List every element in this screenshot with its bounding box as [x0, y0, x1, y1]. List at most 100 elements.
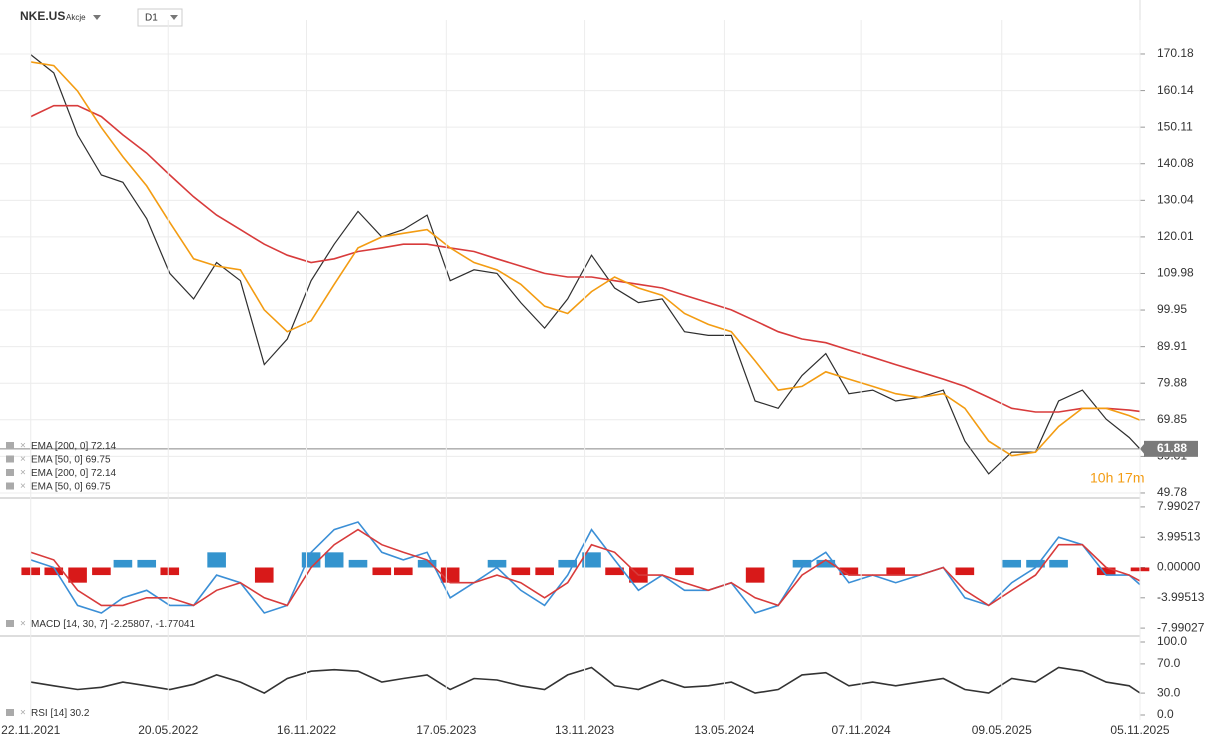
x-tick-label: 13.05.2024: [694, 723, 754, 737]
last-price-pointer: [1140, 442, 1145, 455]
histogram-bar: [440, 567, 460, 583]
x-tick-label: 07.11.2024: [832, 723, 891, 737]
x-tick-label: 16.11.2022: [277, 723, 336, 737]
x-tick-label: 20.05.2022: [138, 723, 198, 737]
y-tick-label: 150.11: [1157, 119, 1193, 133]
histogram-bar: [92, 567, 111, 576]
legend-entry: EMA [200, 0] 72.14: [31, 441, 117, 452]
histogram-bar: [605, 567, 624, 576]
symbol[interactable]: NKE.US: [20, 9, 65, 23]
series-line: [30, 528, 1141, 607]
legend-icon: [6, 442, 14, 449]
legend-close: ×: [20, 708, 26, 719]
histogram-bar: [44, 567, 64, 576]
dropdown-arrow[interactable]: [170, 15, 178, 20]
legend-icon: [6, 469, 14, 476]
histogram-bar: [816, 559, 836, 568]
legend-part: RSI [14]: [31, 708, 67, 719]
legend-entry: MACD [14, 30, 7] -2.25807, -1.77041: [31, 619, 195, 630]
x-tick-label: 05.11.2025: [1110, 723, 1169, 737]
legend-entry: EMA [50, 0] 69.75: [31, 481, 111, 492]
legend-part: EMA [200, 0]: [31, 441, 88, 452]
histogram-bar: [955, 567, 975, 576]
histogram-bar: [137, 559, 157, 568]
histogram-bar: [393, 567, 413, 576]
y-tick-label: 99.95: [1157, 302, 1187, 316]
last-price-box: [1144, 440, 1198, 457]
legend-entry: EMA [50, 0] 69.75: [31, 454, 111, 465]
legend-part: -1.77041: [156, 619, 196, 630]
y-tick-label: 130.04: [1157, 193, 1194, 207]
histogram-bar: [160, 567, 180, 576]
legend-part: -2.25807: [110, 619, 150, 630]
legend-icon: [6, 620, 14, 627]
y-tick-label: 0.0: [1157, 707, 1174, 721]
y-tick-label: 79.88: [1157, 375, 1187, 389]
histogram-bar: [1096, 567, 1116, 576]
x-tick-label: 13.11.2023: [555, 723, 614, 737]
series-line: [30, 666, 1141, 695]
interval[interactable]: D1: [145, 13, 158, 24]
histogram-bar: [1002, 559, 1022, 568]
y-tick-label: 89.91: [1157, 339, 1187, 353]
y-tick-label: 0.00000: [1157, 560, 1201, 574]
legend-icon: [6, 709, 14, 716]
histogram-bar: [511, 567, 531, 576]
histogram-bar: [535, 567, 554, 576]
countdown: 10h 17m: [1090, 470, 1144, 486]
y-tick-label: 3.99513: [1157, 529, 1201, 543]
x-tick-label: 22.11.2021: [1, 723, 60, 737]
x-tick-label: 17.05.2023: [416, 723, 476, 737]
legend-part: MACD [14, 30, 7]: [31, 619, 108, 630]
histogram-bar: [582, 552, 601, 568]
y-tick-label: 109.98: [1157, 266, 1194, 280]
y-tick-label: 160.14: [1157, 83, 1194, 97]
instrument-kind: Akcje: [66, 13, 86, 22]
legend-icon: [6, 455, 14, 463]
legend-close: ×: [20, 468, 26, 479]
y-tick-label: 70.0: [1157, 656, 1181, 670]
series-line: [30, 104, 1141, 413]
legend-part: EMA [200, 0]: [31, 468, 88, 479]
histogram-bar: [113, 559, 133, 568]
y-tick-label: 170.18: [1157, 46, 1194, 60]
histogram-bar: [417, 559, 437, 568]
legend-part: 72.14: [91, 468, 116, 479]
histogram-bar: [839, 567, 859, 576]
legend-part: EMA [50, 0]: [31, 481, 83, 492]
legend-part: 69.75: [85, 454, 110, 465]
interval-select[interactable]: [137, 8, 183, 27]
histogram-bar: [68, 567, 87, 583]
legend-close: ×: [20, 454, 26, 465]
histogram-bar: [487, 559, 507, 568]
legend-close: ×: [20, 619, 26, 630]
legend-entry: EMA [200, 0] 72.14: [31, 468, 117, 479]
y-tick-label: -3.99513: [1157, 590, 1205, 604]
x-tick-label: 09.05.2025: [972, 723, 1032, 737]
y-tick-label: 100.0: [1157, 634, 1187, 648]
y-tick-label: 69.85: [1157, 412, 1187, 426]
legend-entry: RSI [14] 30.2: [31, 708, 90, 719]
y-tick-label: 49.78: [1157, 485, 1187, 499]
legend-part: 30.2: [70, 708, 90, 719]
legend-part: 69.75: [85, 481, 110, 492]
histogram-bar: [745, 567, 765, 583]
legend-close: ×: [20, 481, 26, 492]
series-line: [30, 54, 1141, 475]
histogram-bar: [207, 552, 226, 568]
histogram-bar: [886, 567, 906, 576]
histogram-bar: [254, 567, 274, 583]
y-tick-label: -7.99027: [1157, 620, 1205, 634]
histogram-bar: [792, 559, 812, 568]
series-line: [30, 61, 1141, 457]
legend-icon: [6, 482, 14, 490]
histogram-bar: [372, 567, 392, 576]
series-line: [30, 521, 1141, 614]
y-tick-label: 140.08: [1157, 156, 1194, 170]
histogram-bar: [324, 552, 344, 568]
legend-part: EMA [50, 0]: [31, 454, 83, 465]
histogram-bar: [675, 567, 694, 576]
dropdown-arrow[interactable]: [93, 15, 101, 20]
